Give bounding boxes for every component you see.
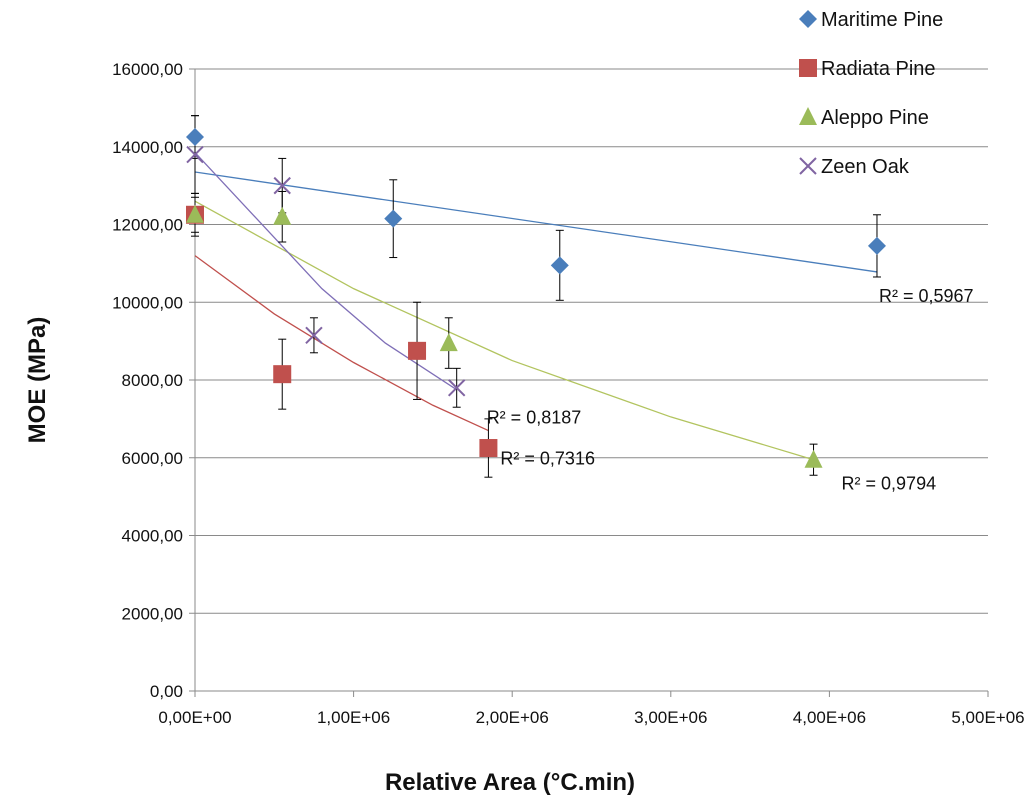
x-axis-title: Relative Area (°C.min) — [385, 769, 635, 796]
r2-label-aleppo-pine: R² = 0,9794 — [842, 474, 937, 494]
y-axis-title: MOE (MPa) — [24, 317, 51, 444]
legend-marker-zeen-oak — [799, 157, 817, 175]
data-point-aleppo-pine — [439, 333, 458, 352]
x-tick-label: 4,00E+06 — [793, 708, 866, 727]
y-tick-labels: 0,00 2000,00 4000,00 6000,00 8000,00 10000,00… — [112, 60, 183, 701]
trend-line-radiata-pine — [194, 255, 489, 432]
x-marker-stroke — [305, 326, 323, 345]
data-points — [186, 128, 886, 468]
x-tick-labels: 0,00E+00 1,00E+06 2,00E+06 3,00E+06 4,00E+06… — [158, 708, 1024, 727]
x-marker-stroke — [273, 176, 291, 195]
legend-label-radiata-pine: Radiata Pine — [821, 58, 936, 80]
y-tick-label: 14000,00 — [112, 138, 183, 157]
data-point-maritime-pine — [384, 209, 403, 228]
r2-label-zeen-oak: R² = 0,8187 — [487, 408, 582, 428]
x-tick-label: 0,00E+00 — [158, 708, 231, 727]
x-marker-stroke — [799, 157, 817, 175]
data-point-zeen-oak — [273, 176, 291, 195]
legend: Maritime Pine Radiata Pine Aleppo Pine Zeen… — [799, 9, 943, 178]
data-point-radiata-pine — [479, 439, 498, 458]
y-tick-label: 2000,00 — [122, 604, 183, 623]
legend-marker-maritime-pine — [799, 10, 817, 28]
y-tick-label: 0,00 — [150, 682, 183, 701]
axes — [189, 68, 989, 697]
x-marker-stroke — [447, 379, 466, 397]
data-point-maritime-pine — [186, 128, 204, 147]
legend-label-maritime-pine: Maritime Pine — [821, 9, 943, 31]
x-marker-stroke — [186, 145, 204, 164]
x-tick-label: 3,00E+06 — [634, 708, 707, 727]
legend-marker-radiata-pine — [799, 59, 817, 77]
data-point-zeen-oak — [305, 326, 323, 345]
y-tick-label: 16000,00 — [112, 60, 183, 79]
y-tick-label: 8000,00 — [122, 371, 183, 390]
legend-label-aleppo-pine: Aleppo Pine — [821, 107, 929, 129]
data-point-radiata-pine — [273, 365, 292, 384]
legend-marker-aleppo-pine — [799, 107, 817, 125]
y-tick-label: 12000,00 — [112, 216, 183, 235]
legend-label-zeen-oak: Zeen Oak — [821, 156, 910, 178]
r2-label-maritime-pine: R² = 0,5967 — [879, 286, 974, 306]
data-point-zeen-oak — [186, 145, 204, 164]
data-point-aleppo-pine — [273, 206, 292, 225]
data-point-radiata-pine — [408, 341, 427, 360]
r-squared-labels: R² = 0,5967 R² = 0,7316 R² = 0,9794 R² = 0,… — [487, 286, 974, 494]
x-tick-label: 2,00E+06 — [476, 708, 549, 727]
data-point-maritime-pine — [867, 236, 886, 255]
y-tick-label: 10000,00 — [112, 293, 183, 312]
data-point-maritime-pine — [550, 256, 569, 275]
r2-label-radiata-pine: R² = 0,7316 — [500, 449, 595, 469]
y-tick-label: 6000,00 — [122, 449, 183, 468]
x-tick-label: 5,00E+06 — [951, 708, 1024, 727]
grid-lines — [195, 68, 988, 614]
data-point-zeen-oak — [447, 379, 466, 397]
trend-line-maritime-pine — [194, 171, 878, 273]
data-point-aleppo-pine — [804, 449, 823, 468]
x-tick-label: 1,00E+06 — [317, 708, 390, 727]
data-point-aleppo-pine — [186, 204, 204, 223]
y-tick-label: 4000,00 — [122, 527, 183, 546]
trend-line-aleppo-pine — [194, 200, 814, 461]
